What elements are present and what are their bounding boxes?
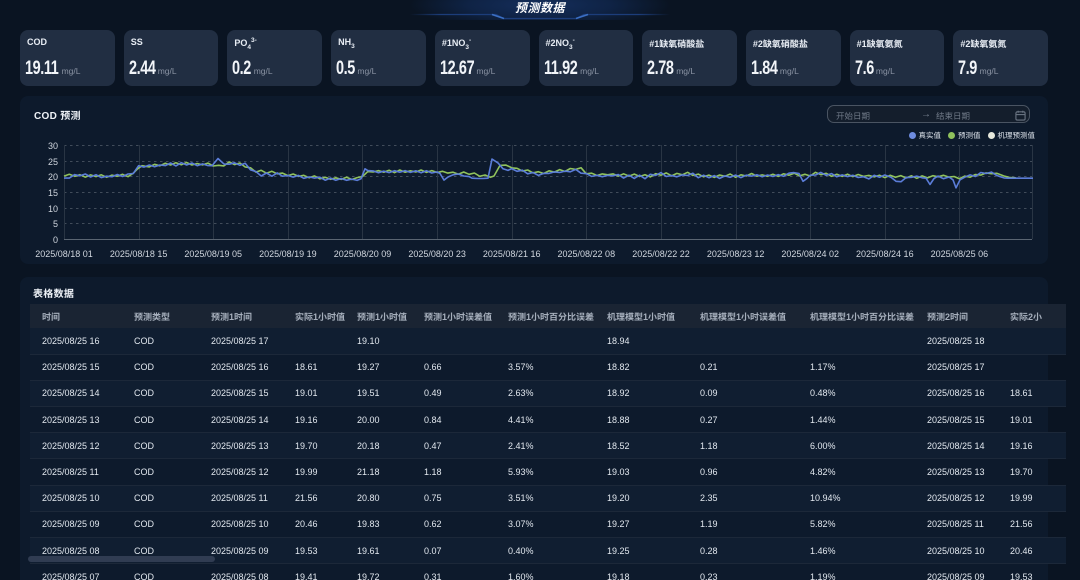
svg-text:2025/08/19 19: 2025/08/19 19	[259, 249, 317, 259]
svg-text:15: 15	[48, 188, 58, 198]
svg-text:2025/08/23 12: 2025/08/23 12	[707, 249, 765, 259]
svg-text:2025/08/20 09: 2025/08/20 09	[334, 249, 392, 259]
svg-text:2025/08/19 05: 2025/08/19 05	[184, 249, 242, 259]
svg-text:2025/08/18 15: 2025/08/18 15	[110, 249, 168, 259]
svg-text:2025/08/22 08: 2025/08/22 08	[558, 249, 616, 259]
svg-text:2025/08/25 06: 2025/08/25 06	[931, 249, 989, 259]
svg-text:2025/08/20 23: 2025/08/20 23	[408, 249, 466, 259]
svg-text:30: 30	[48, 141, 58, 151]
svg-text:10: 10	[48, 204, 58, 214]
svg-text:20: 20	[48, 172, 58, 182]
svg-text:2025/08/18 01: 2025/08/18 01	[35, 249, 93, 259]
svg-text:2025/08/21 16: 2025/08/21 16	[483, 249, 541, 259]
svg-text:0: 0	[53, 235, 58, 245]
svg-text:2025/08/22 22: 2025/08/22 22	[632, 249, 690, 259]
svg-text:25: 25	[48, 157, 58, 167]
svg-text:2025/08/24 16: 2025/08/24 16	[856, 249, 914, 259]
svg-text:2025/08/24 02: 2025/08/24 02	[781, 249, 839, 259]
svg-text:5: 5	[53, 219, 58, 229]
